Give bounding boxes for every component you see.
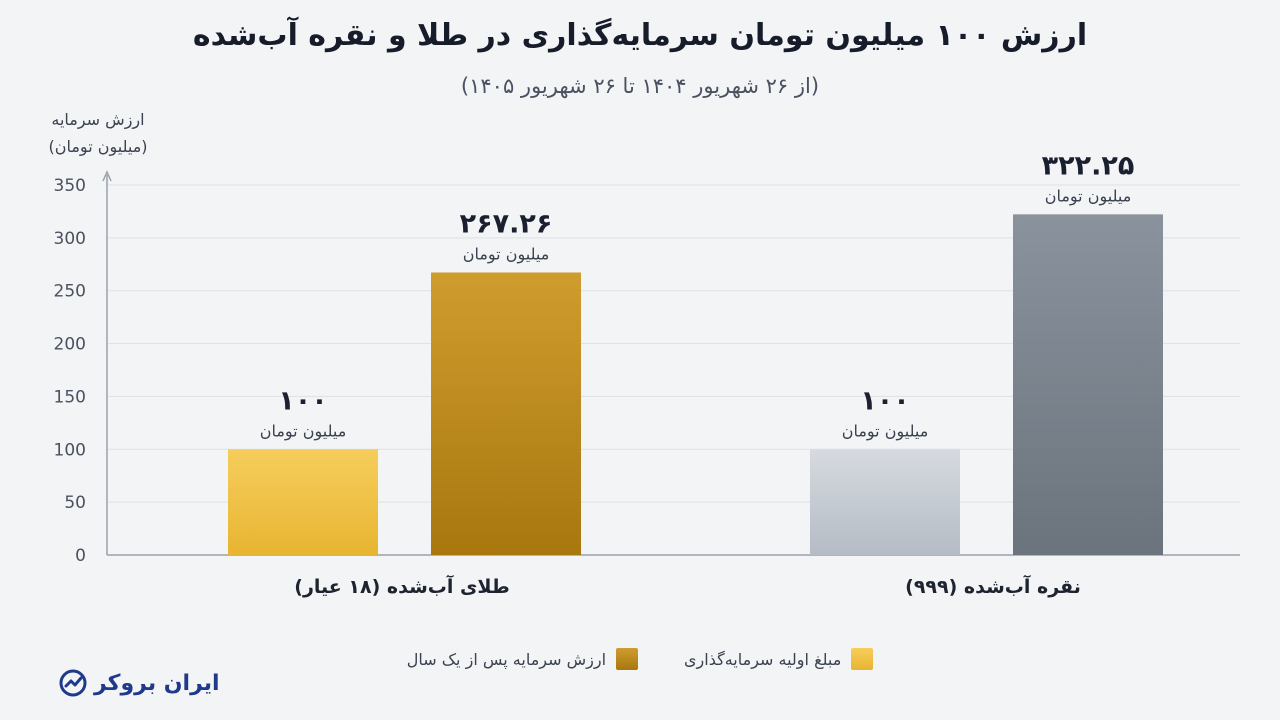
y-tick-label: 100 — [54, 440, 86, 460]
y-tick-label: 0 — [75, 546, 86, 566]
y-tick-label: 200 — [54, 335, 86, 355]
bar — [1013, 214, 1163, 556]
data-label-unit: میلیون تومان — [463, 244, 550, 264]
chart-check-icon — [59, 669, 87, 697]
bar — [810, 449, 960, 555]
data-label-unit: میلیون تومان — [260, 421, 347, 441]
legend-swatch-initial — [851, 648, 874, 670]
y-tick-label: 50 — [64, 493, 86, 513]
legend-item-after: ارزش سرمایه پس از یک سال — [406, 648, 639, 670]
y-tick-label: 350 — [54, 176, 86, 196]
x-category-label: نقره آب‌شده (۹۹۹) — [905, 574, 1081, 598]
chart-subtitle: (از ۲۶ شهریور ۱۴۰۴ تا ۲۶ شهریور ۱۴۰۵) — [460, 74, 820, 98]
legend-label-after: ارزش سرمایه پس از یک سال — [406, 649, 607, 669]
y-axis-title: (میلیون تومان) — [48, 137, 147, 157]
data-label-unit: میلیون تومان — [842, 421, 929, 441]
data-label-value: ۱۰۰ — [860, 385, 909, 416]
legend-swatch-after — [616, 648, 639, 670]
bar — [228, 449, 378, 555]
brand-name: ایران بروکر — [94, 670, 220, 696]
legend-item-initial: مبلغ اولیه سرمایه‌گذاری — [684, 648, 874, 670]
data-label-value: ۲۶۷.۲۶ — [460, 208, 553, 239]
y-tick-label: 150 — [54, 387, 86, 407]
data-label-unit: میلیون تومان — [1045, 186, 1132, 206]
data-label-value: ۱۰۰ — [278, 385, 327, 416]
legend-label-initial: مبلغ اولیه سرمایه‌گذاری — [684, 649, 842, 669]
legend: مبلغ اولیه سرمایه‌گذاری ارزش سرمایه پس ا… — [0, 648, 1280, 670]
y-tick-label: 250 — [54, 282, 86, 302]
y-tick-label: 300 — [54, 229, 86, 249]
data-label-value: ۳۲۲.۲۵ — [1042, 150, 1135, 181]
x-category-label: طلای آب‌شده (۱۸ عیار) — [294, 574, 509, 598]
bar-chart: 0 50 100 150 200 250 300 350 ارزش سرمایه (میلیون … — [48, 110, 1240, 598]
brand-logo: ایران بروکر — [58, 668, 220, 698]
y-axis-arrow — [102, 170, 112, 182]
bar — [431, 272, 581, 555]
chart-title: ارزش ۱۰۰ میلیون تومان سرمایه‌گذاری در طل… — [192, 18, 1088, 53]
y-axis-title: ارزش سرمایه — [51, 110, 144, 130]
